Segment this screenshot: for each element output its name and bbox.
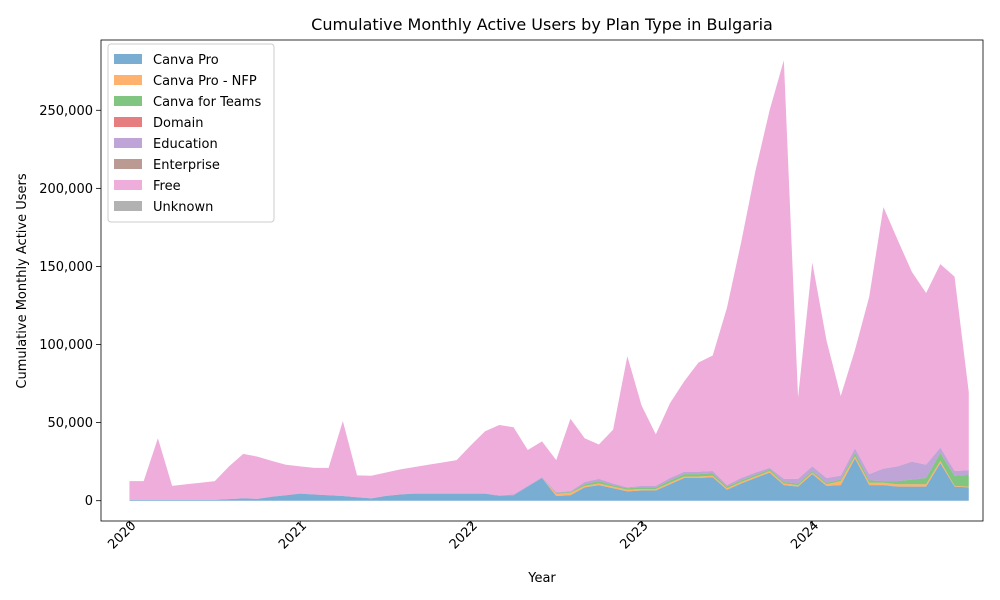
x-axis-title: Year xyxy=(527,571,556,586)
legend-swatch xyxy=(114,54,142,64)
legend-swatch xyxy=(114,138,142,148)
legend-label: Canva for Teams xyxy=(153,95,261,110)
plot-frame xyxy=(100,39,984,522)
y-axis-title: Cumulative Monthly Active Users xyxy=(15,173,30,388)
area-canva-pro xyxy=(129,458,969,501)
legend-label: Free xyxy=(153,179,181,194)
legend-swatch xyxy=(114,159,142,169)
chart-title: Cumulative Monthly Active Users by Plan … xyxy=(311,15,773,34)
legend-swatch xyxy=(114,180,142,190)
y-tick-label: 250,000 xyxy=(39,104,93,119)
y-tick-label: 0 xyxy=(85,494,93,509)
legend-swatch xyxy=(114,96,142,106)
y-tick-label: 100,000 xyxy=(39,338,93,353)
area-free xyxy=(129,60,969,500)
area-series-group xyxy=(129,60,969,501)
legend: Canva Pro Canva Pro - NFP Canva for Teams D… xyxy=(107,43,275,223)
legend-label: Unknown xyxy=(153,200,213,215)
legend-label: Education xyxy=(153,137,218,152)
y-axis-ticks: 0 50,000 100,000 150,000 200,000 250,000 xyxy=(39,104,101,509)
legend-swatch xyxy=(114,201,142,211)
legend-label: Canva Pro xyxy=(153,53,219,68)
legend-label: Enterprise xyxy=(153,158,220,173)
y-tick-label: 200,000 xyxy=(39,182,93,197)
legend-swatch xyxy=(114,117,142,127)
legend-label: Domain xyxy=(153,116,203,131)
y-tick-label: 50,000 xyxy=(48,416,94,431)
legend-frame xyxy=(107,43,275,223)
y-tick-label: 150,000 xyxy=(39,260,93,275)
legend-label: Canva Pro - NFP xyxy=(153,74,257,89)
legend-swatch xyxy=(114,75,142,85)
